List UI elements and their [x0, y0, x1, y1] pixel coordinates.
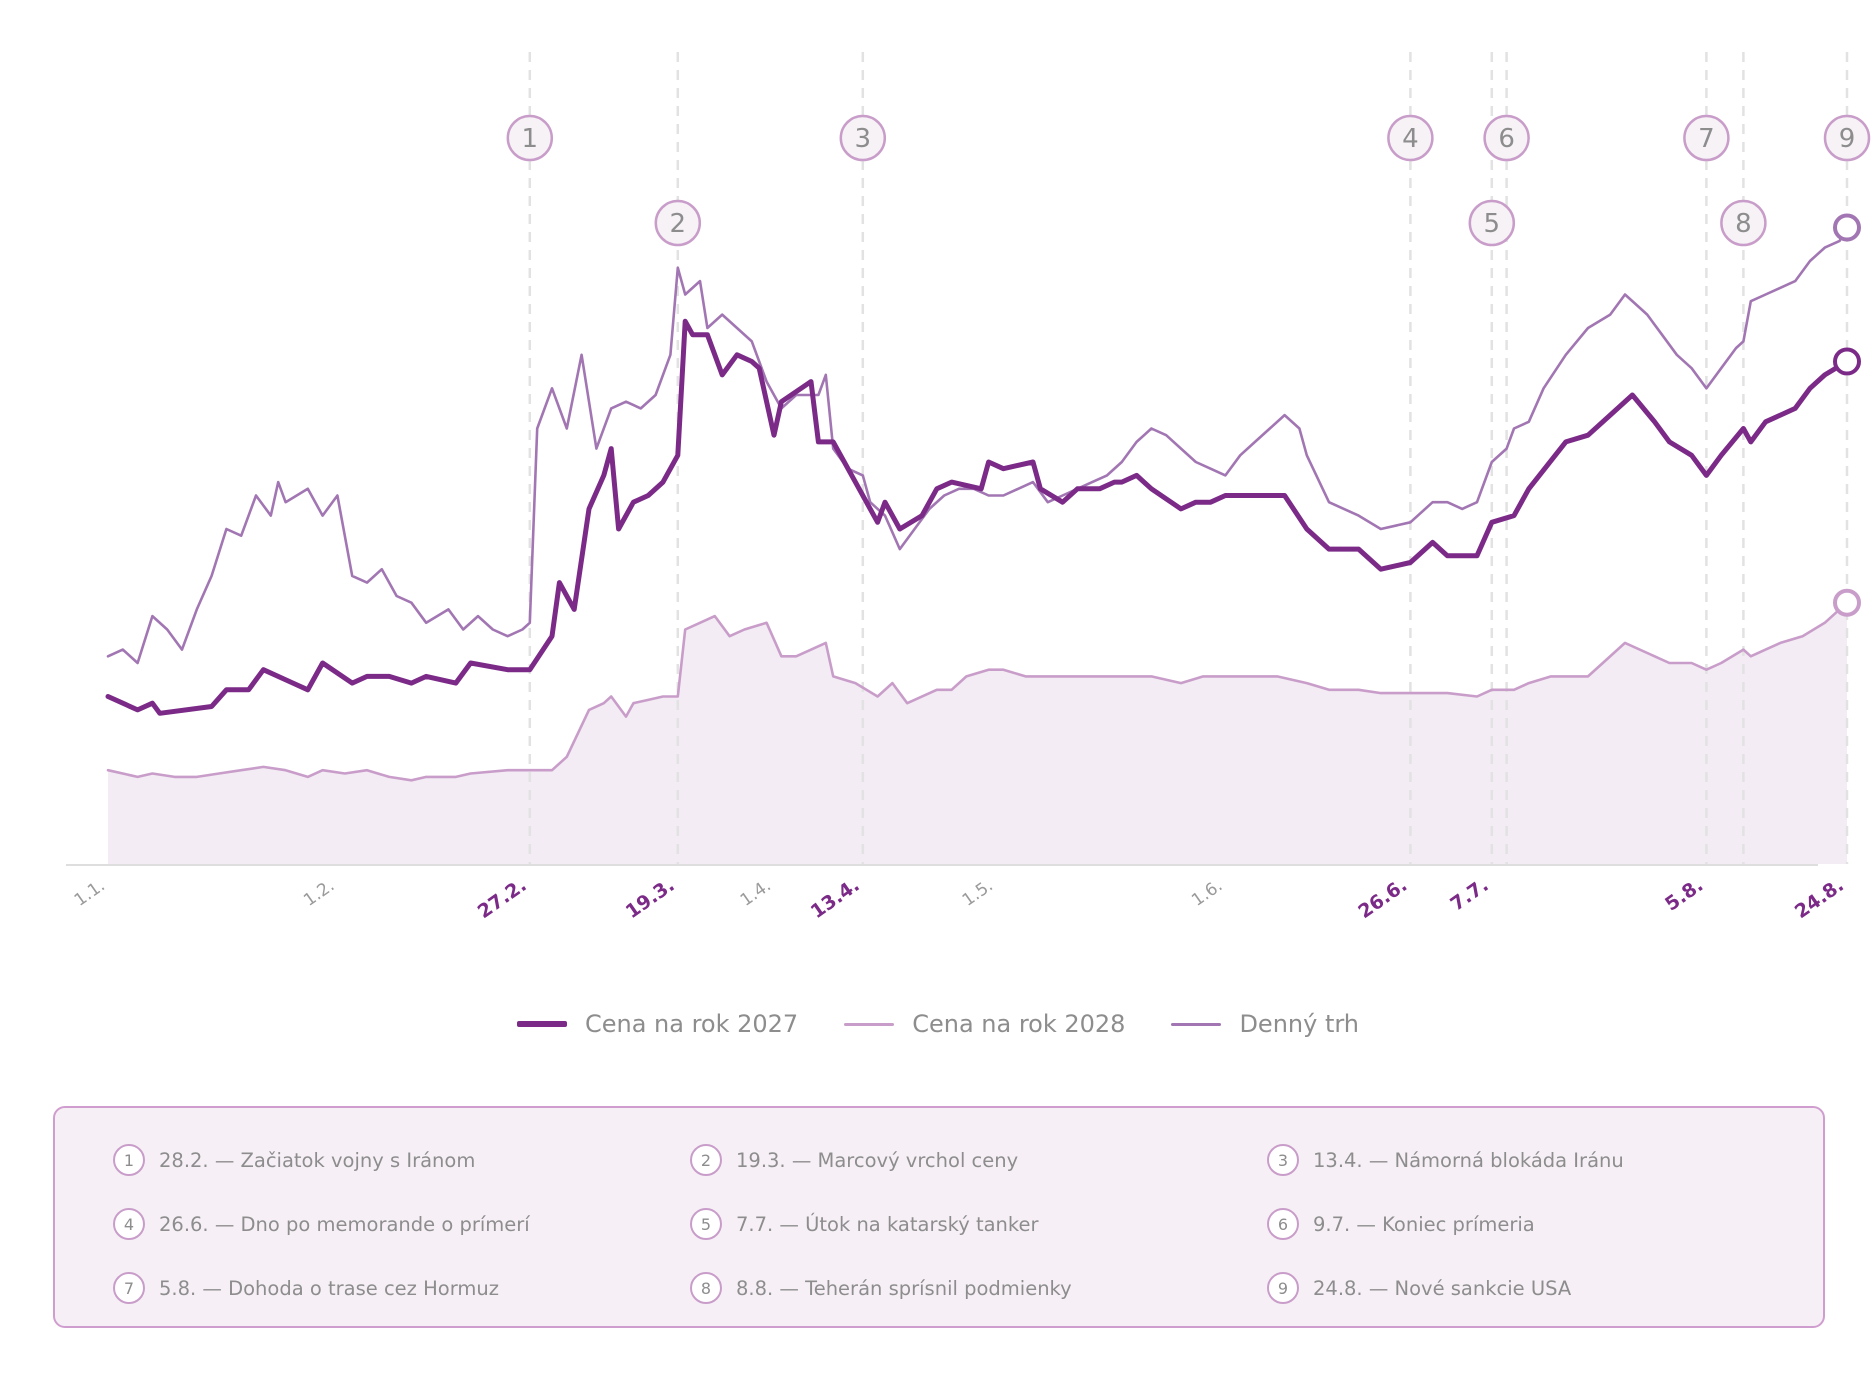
- event-item-2: 2 19.3. — Marcový vrchol ceny: [690, 1144, 1267, 1176]
- legend-swatch-2028: [844, 1022, 895, 1026]
- chart-legend: Cena na rok 2027 Cena na rok 2028 Denný …: [0, 1010, 1876, 1038]
- event-marker-9: [1823, 114, 1871, 162]
- event-number-badge: 8: [690, 1272, 722, 1304]
- event-number-badge: 9: [1267, 1272, 1299, 1304]
- legend-label-2027: Cena na rok 2027: [584, 1010, 799, 1038]
- event-marker-1: [506, 114, 554, 162]
- event-marker-number: 3: [855, 124, 872, 154]
- series-day-end-marker: [1833, 213, 1861, 242]
- event-item-8: 8 8.8. — Teherán sprísnil podmienky: [690, 1272, 1267, 1304]
- event-marker-8: [1720, 199, 1767, 247]
- event-marker-number: 4: [1402, 124, 1419, 154]
- event-marker-number: 9: [1839, 124, 1856, 154]
- event-marker-number: 7: [1698, 124, 1715, 154]
- event-label: 26.6. — Dno po memorande o prímerí: [159, 1212, 530, 1236]
- event-label: 19.3. — Marcový vrchol ceny: [736, 1148, 1019, 1172]
- event-marker-3: [839, 114, 887, 162]
- events-panel: 1 28.2. — Začiatok vojny s Iránom 2 19.3. …: [53, 1106, 1825, 1328]
- event-marker-number: 2: [670, 209, 687, 239]
- legend-item-2028[interactable]: Cena na rok 2028: [844, 1010, 1125, 1038]
- x-tick-label: 1.1.: [71, 876, 109, 911]
- event-item-5: 5 7.7. — Útok na katarský tanker: [690, 1208, 1267, 1240]
- event-marker-number: 1: [522, 124, 539, 154]
- event-label: 28.2. — Začiatok vojny s Iránom: [159, 1148, 476, 1172]
- event-item-3: 3 13.4. — Námorná blokáda Iránu: [1267, 1144, 1807, 1176]
- x-tick-label: 5.8.: [1661, 874, 1707, 915]
- event-marker-2: [654, 199, 702, 247]
- event-label: 8.8. — Teherán sprísnil podmienky: [736, 1276, 1072, 1300]
- event-label: 24.8. — Nové sankcie USA: [1313, 1276, 1572, 1300]
- event-number-badge: 3: [1267, 1144, 1299, 1176]
- event-marker-number: 5: [1484, 209, 1501, 239]
- event-marker-4: [1387, 114, 1434, 162]
- x-tick-label: 1.4.: [737, 876, 775, 911]
- x-tick-label: 1.5.: [959, 876, 997, 911]
- event-marker-5: [1468, 199, 1516, 247]
- legend-swatch-2027: [516, 1021, 567, 1027]
- event-marker-number: 6: [1498, 124, 1515, 154]
- event-label: 13.4. — Námorná blokáda Iránu: [1313, 1148, 1624, 1172]
- series-2027-end-marker: [1833, 347, 1861, 376]
- legend-item-2027[interactable]: Cena na rok 2027: [516, 1010, 799, 1038]
- event-number-badge: 6: [1267, 1208, 1299, 1240]
- events-list: 1 28.2. — Začiatok vojny s Iránom 2 19.3. …: [113, 1144, 1783, 1304]
- x-tick-label: 27.2.: [474, 874, 531, 923]
- legend-label-2028: Cena na rok 2028: [912, 1010, 1126, 1038]
- event-number-badge: 4: [113, 1208, 145, 1240]
- series-day-line: [106, 226, 1849, 665]
- series-2028-end-marker: [1833, 588, 1861, 617]
- event-number-badge: 2: [690, 1144, 722, 1176]
- event-item-7: 7 5.8. — Dohoda o trase cez Hormuz: [113, 1272, 690, 1304]
- legend-swatch-day: [1171, 1022, 1222, 1026]
- event-marker-7: [1683, 114, 1730, 162]
- event-number-badge: 7: [113, 1272, 145, 1304]
- x-tick-label: 1.6.: [1188, 876, 1226, 911]
- x-tick-label: 19.3.: [622, 874, 679, 923]
- event-label: 7.7. — Útok na katarský tanker: [736, 1212, 1039, 1236]
- event-marker-number: 8: [1735, 209, 1752, 239]
- event-number-badge: 1: [113, 1144, 145, 1176]
- chart-canvas: 1 2 3 4 5 6 7 8 9 1.1. 1.2. 27.2. 19.3. 1.4. 13.4. 1.5.…: [66, 52, 1871, 923]
- event-marker-6: [1483, 114, 1530, 162]
- event-label: 5.8. — Dohoda o trase cez Hormuz: [159, 1276, 499, 1300]
- series-2028-line: [106, 601, 1849, 782]
- event-label: 9.7. — Koniec prímeria: [1313, 1212, 1535, 1236]
- event-item-6: 6 9.7. — Koniec prímeria: [1267, 1208, 1807, 1240]
- event-number-badge: 5: [690, 1208, 722, 1240]
- series-2027-line: [105, 318, 1850, 716]
- x-tick-label: 7.7.: [1447, 874, 1493, 915]
- event-item-4: 4 26.6. — Dno po memorande o prímerí: [113, 1208, 690, 1240]
- x-tick-label: 1.2.: [300, 876, 338, 911]
- x-tick-label: 26.6.: [1354, 874, 1411, 923]
- legend-label-day: Denný trh: [1239, 1010, 1360, 1038]
- legend-item-day[interactable]: Denný trh: [1171, 1010, 1359, 1038]
- event-item-1: 1 28.2. — Začiatok vojny s Iránom: [113, 1144, 690, 1176]
- series-2028-area: [108, 602, 1847, 864]
- x-tick-label: 13.4.: [807, 874, 864, 923]
- x-tick-label: 24.8.: [1791, 874, 1848, 923]
- event-item-9: 9 24.8. — Nové sankcie USA: [1267, 1272, 1807, 1304]
